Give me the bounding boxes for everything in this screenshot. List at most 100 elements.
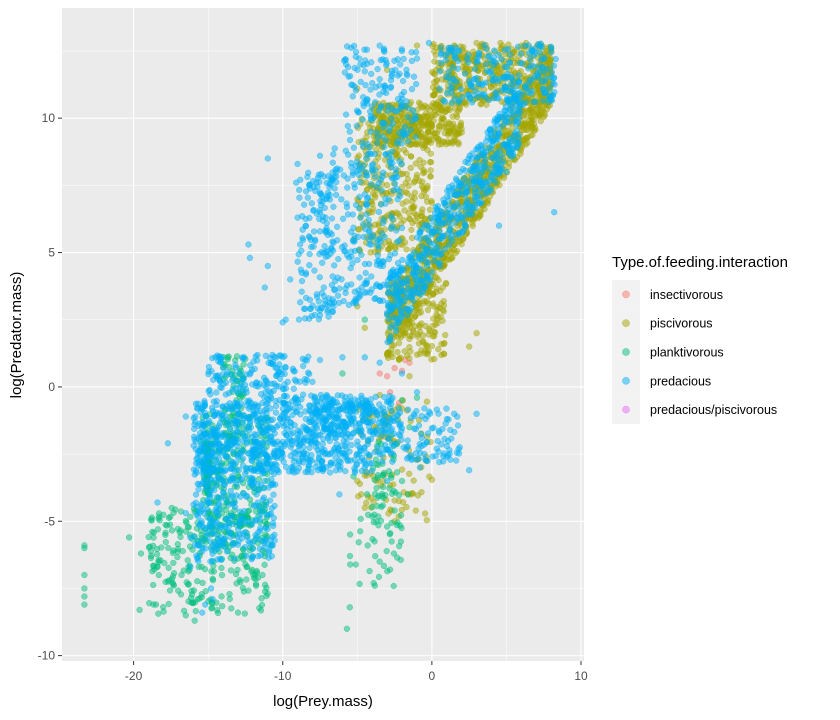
point-planktivorous xyxy=(185,581,192,588)
point-predacious xyxy=(411,112,419,119)
point-predacious xyxy=(385,255,393,263)
point-predacious xyxy=(376,91,383,98)
point-piscivorous xyxy=(406,343,413,351)
point-planktivorous xyxy=(176,529,183,536)
point-predacious xyxy=(493,118,500,125)
point-planktivorous xyxy=(364,491,371,498)
point-predacious xyxy=(210,412,218,419)
point-predacious xyxy=(311,267,318,274)
point-planktivorous xyxy=(374,502,381,510)
point-predacious xyxy=(337,458,344,466)
point-planktivorous xyxy=(352,561,359,568)
point-predacious xyxy=(501,83,509,90)
point-predacious xyxy=(348,441,355,449)
point-predacious xyxy=(381,120,388,127)
point-predacious xyxy=(218,415,225,423)
point-predacious xyxy=(489,77,497,84)
point-predacious xyxy=(497,124,504,131)
point-predacious xyxy=(408,294,415,301)
point-piscivorous xyxy=(434,303,441,311)
point-predacious xyxy=(436,85,443,92)
point-piscivorous xyxy=(372,194,379,201)
point-predacious xyxy=(461,221,469,229)
point-predacious xyxy=(263,426,271,434)
point-predacious xyxy=(437,44,445,52)
point-predacious xyxy=(342,111,350,118)
point-predacious xyxy=(449,182,456,189)
point-predacious xyxy=(302,188,310,195)
point-predacious xyxy=(365,260,373,268)
point-predacious xyxy=(434,203,442,210)
point-predacious xyxy=(333,191,340,199)
point-planktivorous xyxy=(81,601,88,608)
point-predacious xyxy=(366,144,373,151)
point-predacious xyxy=(398,312,405,319)
point-predacious xyxy=(326,469,334,476)
point-piscivorous xyxy=(502,132,509,139)
point-predacious xyxy=(344,184,351,191)
point-predacious xyxy=(306,458,313,466)
point-predacious xyxy=(483,61,490,68)
point-planktivorous xyxy=(179,547,186,555)
point-predacious xyxy=(351,184,358,191)
point-predacious xyxy=(501,63,508,71)
point-predacious xyxy=(320,284,327,291)
point-predacious xyxy=(376,76,383,83)
point-predacious xyxy=(510,132,517,140)
point-piscivorous xyxy=(424,306,432,314)
point-piscivorous xyxy=(413,174,420,181)
point-predacious xyxy=(243,425,250,432)
point-predacious xyxy=(223,432,231,439)
point-piscivorous xyxy=(430,111,437,118)
point-planktivorous xyxy=(383,523,391,530)
point-predacious xyxy=(235,466,243,474)
point-piscivorous xyxy=(447,129,454,136)
point-planktivorous xyxy=(369,504,376,511)
point-planktivorous xyxy=(182,612,189,619)
point-predacious xyxy=(451,55,459,62)
point-predacious xyxy=(279,452,286,460)
point-piscivorous xyxy=(400,146,408,153)
point-predacious xyxy=(342,289,349,297)
point-planktivorous xyxy=(165,564,172,571)
point-piscivorous xyxy=(383,182,391,189)
point-piscivorous xyxy=(402,189,409,196)
point-predacious xyxy=(540,85,547,93)
point-predacious xyxy=(259,411,266,418)
point-predacious xyxy=(400,55,407,63)
point-predacious xyxy=(340,172,348,179)
point-predacious xyxy=(245,399,252,406)
point-predacious xyxy=(261,416,268,424)
point-predacious xyxy=(474,93,481,101)
point-planktivorous xyxy=(219,603,226,610)
point-predacious xyxy=(465,211,473,218)
point-piscivorous xyxy=(426,206,434,213)
point-predacious xyxy=(305,169,312,176)
point-planktivorous xyxy=(395,491,403,499)
point-piscivorous xyxy=(414,333,422,340)
point-predacious xyxy=(400,129,407,136)
point-piscivorous xyxy=(406,215,414,223)
point-predacious xyxy=(269,416,276,423)
point-predacious xyxy=(239,420,247,427)
point-predacious xyxy=(354,442,361,449)
point-predacious xyxy=(282,463,290,471)
point-piscivorous xyxy=(444,138,451,145)
point-planktivorous xyxy=(240,361,247,368)
point-piscivorous xyxy=(416,156,423,164)
point-planktivorous xyxy=(371,476,378,483)
point-planktivorous xyxy=(387,530,394,537)
point-predacious xyxy=(306,262,313,269)
point-planktivorous xyxy=(136,606,143,614)
point-piscivorous xyxy=(411,203,418,210)
point-predacious xyxy=(362,82,369,89)
point-predacious xyxy=(483,67,490,75)
point-predacious xyxy=(361,444,368,451)
point-predacious xyxy=(334,292,342,299)
point-predacious xyxy=(350,299,357,307)
point-planktivorous xyxy=(81,585,88,592)
point-predacious xyxy=(342,443,349,450)
point-predacious xyxy=(273,423,280,430)
point-piscivorous xyxy=(431,355,438,363)
point-predacious xyxy=(312,443,320,450)
